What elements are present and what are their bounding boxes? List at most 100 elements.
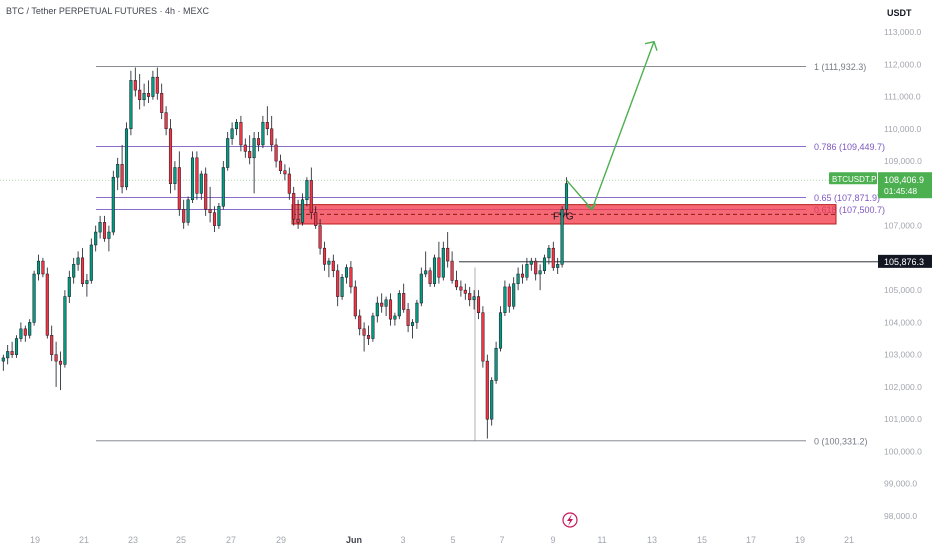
x-tick-label: 27 xyxy=(226,535,236,545)
y-tick-label: 101,000.0 xyxy=(884,414,922,424)
candle-body xyxy=(283,170,287,175)
candle xyxy=(415,299,419,329)
candle-body xyxy=(410,322,415,326)
candle-body xyxy=(248,151,252,159)
candle xyxy=(525,257,529,281)
candle xyxy=(142,83,146,107)
candle xyxy=(23,325,27,342)
candle-body xyxy=(520,273,525,278)
candle-body xyxy=(32,273,36,323)
candle xyxy=(564,177,569,216)
candle-body xyxy=(366,335,371,339)
candle-body xyxy=(164,112,168,130)
candle-body xyxy=(120,164,124,188)
candle xyxy=(534,257,538,281)
time-axis[interactable]: 19 21 23 25 27 29 Jun 3 5 7 9 11 13 15 17 19 21 xyxy=(30,535,854,545)
candle xyxy=(516,267,520,291)
candle-body xyxy=(1,357,5,362)
candle xyxy=(98,215,102,239)
candle xyxy=(72,257,76,284)
candle-body xyxy=(252,138,256,159)
candle-body xyxy=(459,286,463,291)
candle xyxy=(107,225,111,252)
candle-body xyxy=(89,244,93,281)
lightning-icon[interactable] xyxy=(562,512,578,528)
candle-body xyxy=(6,351,10,359)
candle xyxy=(472,290,476,310)
candle-body xyxy=(498,312,503,349)
candle-body xyxy=(538,270,542,275)
candles xyxy=(1,67,569,439)
candle-body xyxy=(437,257,441,278)
candle xyxy=(234,119,239,136)
candle-body xyxy=(63,296,67,365)
candle xyxy=(441,241,445,281)
candle-body xyxy=(155,76,159,94)
candle-body xyxy=(560,209,564,265)
candle-body xyxy=(54,354,58,362)
candle-body xyxy=(336,270,340,297)
candle-body xyxy=(129,80,133,130)
price-axis[interactable]: 98,000.0 99,000.0 100,000.0 101,000.0 102,00… xyxy=(884,27,922,521)
candle xyxy=(318,219,322,255)
candle-body xyxy=(138,89,142,101)
candle-body xyxy=(221,167,225,207)
candle-body xyxy=(525,264,529,278)
candle xyxy=(349,261,353,294)
price-tag-bg xyxy=(878,172,932,199)
candle-body xyxy=(322,247,327,265)
y-tick-label: 107,000.0 xyxy=(884,221,922,231)
candle-body xyxy=(397,293,401,317)
candle xyxy=(221,161,225,210)
candle xyxy=(177,151,181,216)
symbol-tag: BTCUSDT.P xyxy=(832,175,876,184)
candle xyxy=(138,73,142,110)
candle xyxy=(239,115,243,152)
candle xyxy=(80,248,85,287)
fvg-zone[interactable]: FVG xyxy=(291,204,878,263)
candle-body xyxy=(23,328,27,336)
candle xyxy=(406,303,410,333)
current-price-tag: 108,406.9 xyxy=(884,175,924,185)
candle-body xyxy=(402,293,406,310)
candle xyxy=(336,264,340,307)
candle-body xyxy=(556,264,560,268)
projection-arrow[interactable] xyxy=(565,40,658,211)
candle xyxy=(133,67,137,97)
candle xyxy=(243,138,247,158)
fib-label: 0 (100,331.2) xyxy=(814,436,868,446)
candle xyxy=(199,170,203,200)
candle xyxy=(111,170,115,236)
candle xyxy=(542,254,547,274)
candle xyxy=(358,309,362,336)
y-tick-label: 110,000.0 xyxy=(884,124,921,134)
candle-body xyxy=(287,173,291,194)
candle xyxy=(551,241,555,271)
candle-body xyxy=(490,380,494,420)
candle xyxy=(76,251,80,271)
candle xyxy=(208,186,212,223)
fib-label: 0.65 (107,871.9) xyxy=(814,193,880,203)
candle xyxy=(366,325,371,345)
x-tick-label: 29 xyxy=(276,535,286,545)
candle-body xyxy=(551,247,555,268)
candle xyxy=(507,283,511,313)
x-tick-label: 19 xyxy=(795,535,805,545)
candle-body xyxy=(305,180,309,201)
y-tick-label: 104,000.0 xyxy=(884,317,922,327)
candle-body xyxy=(50,335,54,355)
candle-body xyxy=(340,276,344,297)
y-tick-label: 99,000.0 xyxy=(884,479,917,489)
candle xyxy=(124,122,129,191)
candle-body xyxy=(318,225,322,249)
candle xyxy=(283,164,287,181)
candle xyxy=(314,206,318,229)
candle-body xyxy=(72,264,76,278)
candle-body xyxy=(146,93,151,97)
candle-body xyxy=(380,302,384,307)
candle xyxy=(58,351,63,391)
candle-body xyxy=(10,351,14,355)
price-tags: BTCUSDT.P 108,406.901:45:48 105,876.3 xyxy=(829,172,932,268)
candle-body xyxy=(472,296,476,301)
